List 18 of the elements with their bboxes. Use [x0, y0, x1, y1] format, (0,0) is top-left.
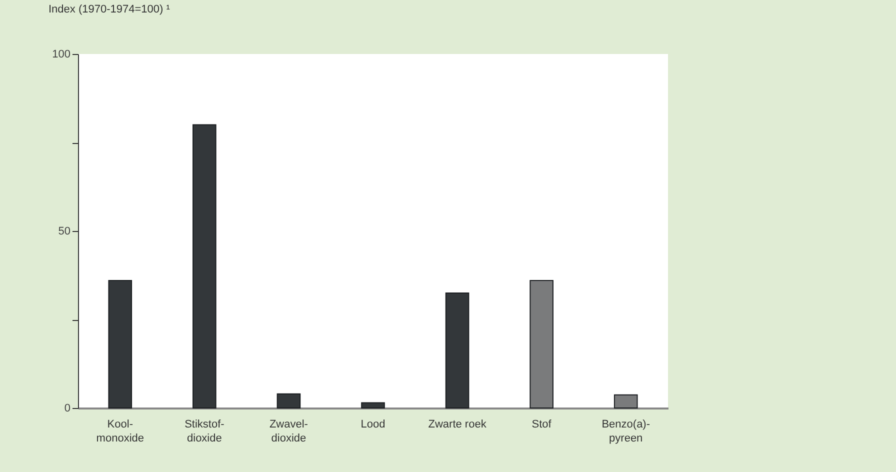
x-tick-label: Zwavel-dioxide: [269, 418, 308, 444]
x-tick-label: Stikstof-dioxide: [184, 418, 225, 444]
y-axis-title: Index (1970-1974=100) ¹: [48, 4, 170, 16]
bar: [276, 393, 301, 408]
x-tick-label: Kool-monoxide: [96, 418, 144, 444]
x-tick-label: Benzo(a)-pyreen: [602, 418, 650, 444]
bar: [361, 402, 385, 408]
bar: [445, 292, 470, 408]
x-tick-label: Lood: [360, 418, 386, 430]
y-tick-label: 50: [58, 226, 70, 238]
x-tick-label: Stof: [532, 418, 552, 430]
bar: [614, 394, 638, 408]
bar: [108, 280, 132, 408]
x-tick-label: Zwarte roek: [428, 418, 487, 430]
y-tick-label: 100: [52, 48, 70, 60]
bar: [530, 280, 554, 408]
bar: [192, 124, 216, 408]
y-tick-label: 0: [64, 402, 70, 414]
